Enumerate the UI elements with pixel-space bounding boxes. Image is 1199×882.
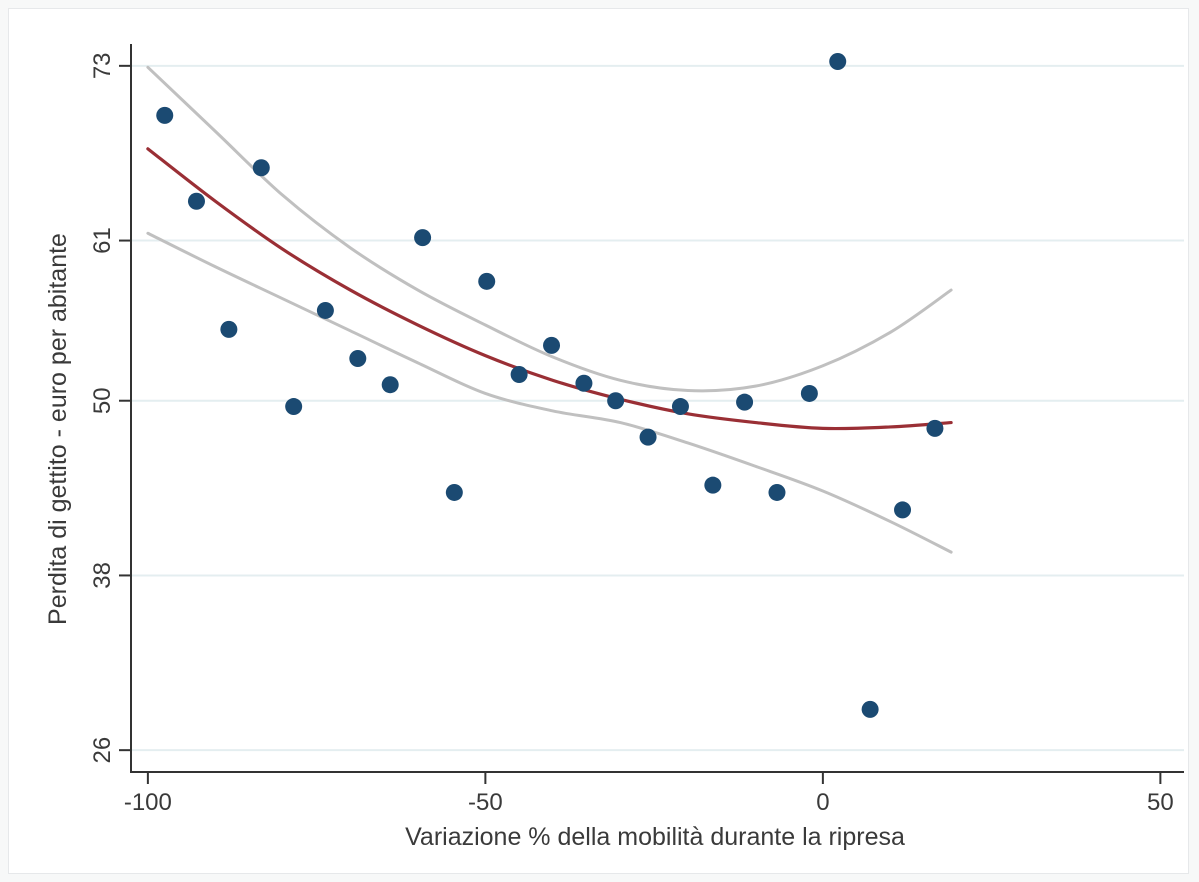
data-point-9 [445, 483, 463, 501]
data-point-8 [414, 229, 432, 247]
data-point-2 [220, 320, 238, 338]
data-point-14 [607, 392, 625, 410]
data-point-1 [187, 192, 205, 210]
data-point-18 [736, 393, 754, 411]
data-point-16 [671, 398, 689, 416]
data-point-22 [861, 700, 879, 718]
y-tick-label-4: 73 [89, 52, 116, 79]
data-point-24 [926, 419, 944, 437]
data-point-11 [510, 366, 528, 384]
data-point-12 [543, 336, 561, 354]
data-point-19 [768, 483, 786, 501]
fit-line [146, 147, 953, 431]
axes [119, 44, 1184, 784]
data-point-3 [252, 159, 270, 177]
data-point-13 [575, 374, 593, 392]
x-tick-label-2: 0 [816, 789, 829, 816]
data-point-21 [829, 52, 847, 70]
data-point-5 [316, 301, 334, 319]
ci-lower-line [146, 231, 953, 554]
data-point-0 [156, 106, 174, 124]
y-tick-label-2: 50 [89, 387, 116, 414]
chart-frame: 26 38 50 61 73 -100 -50 0 50 Variazione % della … [8, 8, 1189, 874]
y-axis-title: Perdita di gettito - euro per abitante [44, 233, 72, 625]
confidence-band [146, 65, 953, 554]
x-tick-label-3: 50 [1147, 789, 1174, 816]
x-axis-title: Variazione % della mobilità durante la r… [405, 823, 905, 851]
y-tick-label-0: 26 [89, 737, 116, 764]
data-points [156, 52, 944, 718]
data-point-17 [704, 476, 722, 494]
x-tick-label-0: -100 [124, 789, 172, 816]
y-tick-label-3: 61 [89, 227, 116, 254]
y-tick-label-1: 38 [89, 562, 116, 589]
scatter-chart: 26 38 50 61 73 -100 -50 0 50 Variazione % della … [44, 44, 1184, 851]
data-point-7 [381, 376, 399, 394]
data-point-4 [285, 398, 303, 416]
data-point-6 [349, 349, 367, 367]
fitted-curve [146, 147, 953, 431]
gridlines [131, 64, 1184, 752]
data-point-20 [800, 384, 818, 402]
ci-upper-line [146, 65, 953, 393]
x-tick-label-1: -50 [468, 789, 503, 816]
data-point-10 [478, 272, 496, 290]
data-point-23 [894, 501, 912, 519]
tick-labels: 26 38 50 61 73 -100 -50 0 50 [89, 52, 1174, 816]
data-point-15 [639, 428, 657, 446]
